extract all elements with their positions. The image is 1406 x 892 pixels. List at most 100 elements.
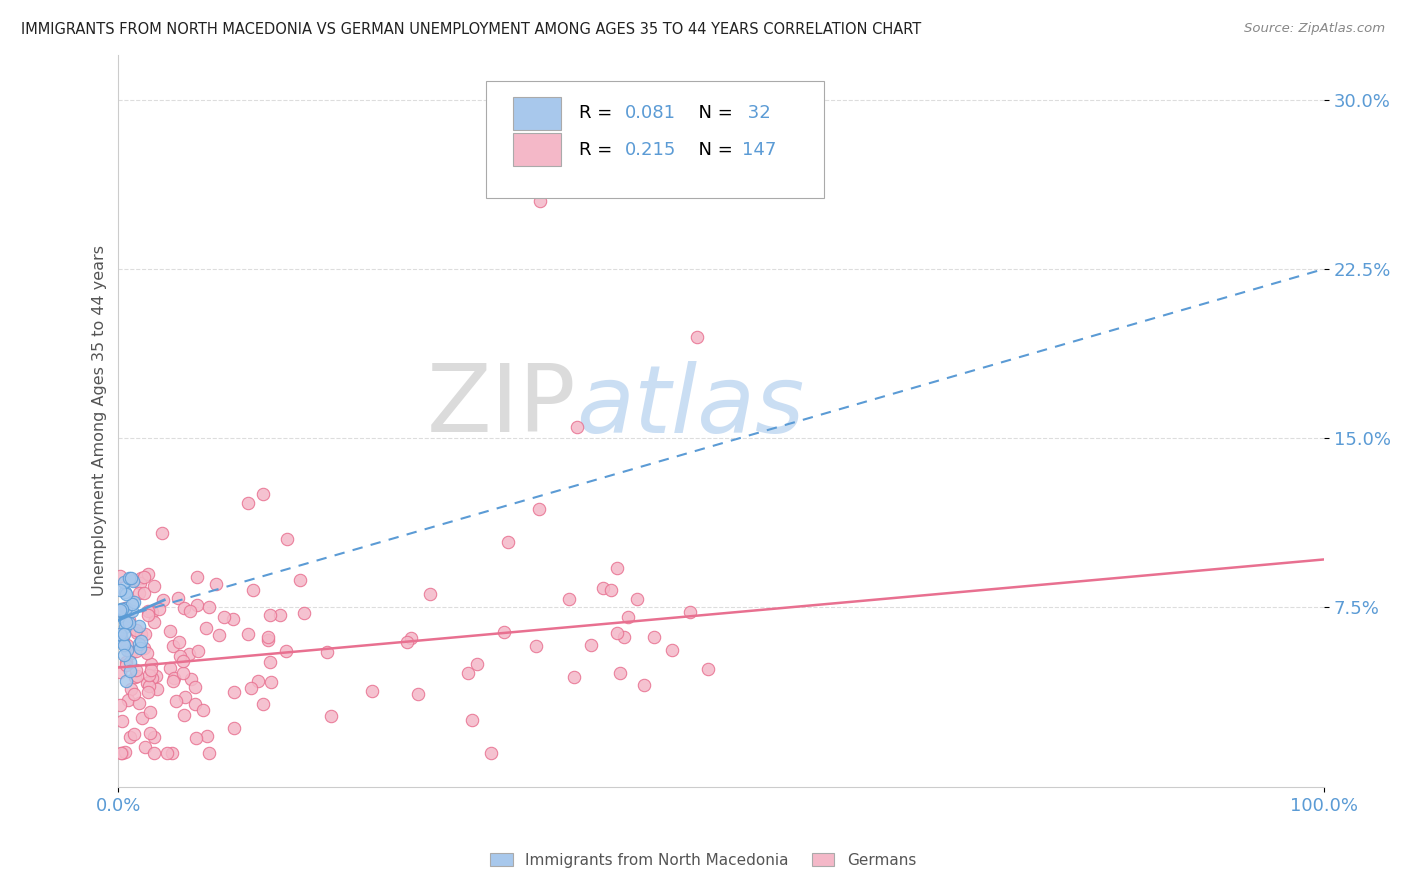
Point	[276, 532, 298, 546]
Point	[120, 646, 142, 660]
Point	[108, 568, 131, 582]
Point	[129, 627, 152, 641]
Point	[152, 592, 174, 607]
Point	[114, 620, 136, 634]
Point	[114, 584, 136, 599]
Point	[122, 687, 145, 701]
Point	[128, 586, 150, 600]
Point	[613, 630, 636, 644]
Point	[146, 681, 169, 696]
Point	[108, 627, 131, 641]
Point	[173, 708, 195, 723]
Point	[114, 745, 136, 759]
Text: N =: N =	[688, 104, 740, 122]
Point	[138, 668, 160, 682]
Point	[173, 601, 195, 615]
Point	[643, 631, 665, 645]
Point	[524, 640, 547, 654]
Text: IMMIGRANTS FROM NORTH MACEDONIA VS GERMAN UNEMPLOYMENT AMONG AGES 35 TO 44 YEARS: IMMIGRANTS FROM NORTH MACEDONIA VS GERMA…	[21, 22, 921, 37]
Point	[395, 635, 418, 649]
Point	[465, 657, 488, 671]
Point	[290, 573, 312, 587]
Point	[257, 630, 280, 644]
Point	[125, 623, 148, 637]
Point	[138, 567, 160, 582]
Point	[224, 684, 246, 698]
Point	[457, 666, 479, 681]
Point	[626, 592, 648, 607]
Point	[159, 661, 181, 675]
Point	[129, 575, 152, 590]
Point	[494, 624, 516, 639]
Point	[269, 608, 291, 623]
Point	[120, 681, 142, 696]
Point	[124, 663, 146, 677]
Point	[191, 702, 214, 716]
Text: N =: N =	[688, 141, 740, 159]
Text: 0.215: 0.215	[624, 141, 676, 159]
Point	[122, 594, 145, 608]
Point	[134, 570, 156, 584]
Text: ZIP: ZIP	[427, 360, 576, 452]
Point	[617, 609, 640, 624]
Point	[165, 694, 187, 708]
Text: R =: R =	[579, 104, 617, 122]
Point	[184, 680, 207, 694]
Point	[117, 692, 139, 706]
Point	[195, 621, 218, 635]
Point	[247, 674, 270, 689]
Point	[136, 604, 159, 618]
Point	[129, 571, 152, 585]
Point	[138, 705, 160, 719]
Point	[128, 696, 150, 710]
Point	[529, 194, 551, 209]
Point	[606, 560, 628, 574]
Point	[179, 604, 201, 618]
Point	[121, 604, 143, 618]
Point	[150, 526, 173, 541]
Point	[117, 571, 139, 585]
Point	[609, 666, 631, 681]
Point	[186, 731, 208, 745]
Point	[108, 582, 131, 597]
Point	[205, 576, 228, 591]
Point	[156, 746, 179, 760]
Point	[558, 592, 581, 607]
Point	[198, 746, 221, 760]
Point	[163, 671, 186, 685]
Point	[143, 615, 166, 629]
Point	[406, 687, 429, 701]
Text: 32: 32	[741, 104, 770, 122]
Point	[110, 665, 132, 679]
Point	[162, 639, 184, 653]
Point	[172, 665, 194, 680]
Point	[120, 664, 142, 678]
Point	[143, 579, 166, 593]
Point	[562, 670, 585, 684]
Point	[108, 698, 131, 712]
Point	[186, 598, 208, 612]
Point	[321, 708, 343, 723]
Point	[479, 746, 502, 760]
Point	[118, 730, 141, 744]
Point	[221, 612, 243, 626]
Point	[112, 626, 135, 640]
Point	[274, 644, 297, 658]
Text: atlas: atlas	[576, 361, 804, 452]
Point	[114, 614, 136, 628]
Point	[115, 643, 138, 657]
Point	[115, 657, 138, 672]
Point	[110, 601, 132, 615]
Point	[184, 697, 207, 711]
Point	[139, 657, 162, 672]
Point	[118, 613, 141, 627]
Point	[678, 605, 700, 619]
Point	[110, 601, 132, 615]
Bar	[513, 97, 561, 129]
Point	[498, 534, 520, 549]
Point	[112, 633, 135, 648]
Point	[122, 573, 145, 587]
Point	[399, 632, 422, 646]
Point	[292, 607, 315, 621]
Point	[111, 714, 134, 729]
